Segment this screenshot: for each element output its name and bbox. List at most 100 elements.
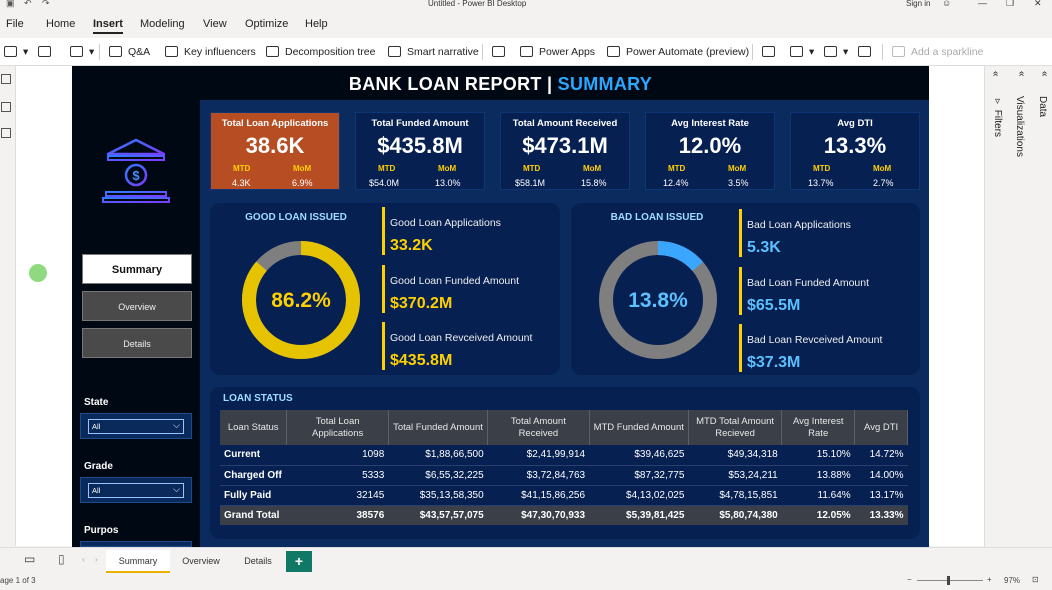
tab-overview[interactable]: Overview bbox=[182, 556, 220, 566]
scroll-left-icon[interactable]: ‹ bbox=[82, 555, 85, 564]
nav-details-button[interactable]: Details bbox=[82, 328, 192, 358]
kpi-mtd-value: 13.7% bbox=[808, 178, 834, 188]
nav-overview-button[interactable]: Overview bbox=[82, 291, 192, 321]
bad-loan-donut[interactable]: 13.8% bbox=[595, 237, 721, 363]
grade-filter[interactable]: All ⌵ bbox=[80, 477, 192, 503]
column-header[interactable]: Avg DTI bbox=[854, 410, 908, 445]
menu-insert[interactable]: Insert bbox=[93, 18, 123, 34]
metric-value: 5.3K bbox=[747, 239, 781, 256]
column-header[interactable]: Total Funded Amount bbox=[388, 410, 489, 445]
table-cell: Grand Total bbox=[220, 505, 287, 525]
power-automate-button[interactable]: Power Automate (preview) bbox=[607, 46, 749, 58]
mobile-layout-icon[interactable]: ▯ bbox=[58, 552, 65, 566]
good-donut-arc bbox=[242, 241, 360, 359]
add-sparkline-button[interactable]: Add a sparkline bbox=[892, 46, 983, 58]
report-view-icon[interactable] bbox=[1, 74, 11, 84]
table-cell: 11.64% bbox=[781, 485, 855, 506]
save-icon[interactable]: ▣ bbox=[6, 0, 15, 8]
column-header[interactable]: MTD Total Amount Recieved bbox=[688, 410, 783, 445]
kpi-mom-label: MoM bbox=[728, 164, 747, 173]
account-icon[interactable]: ☺ bbox=[942, 0, 952, 8]
shapes-dropdown[interactable]: ▾ bbox=[824, 46, 848, 58]
kpi-mom-value: 6.9% bbox=[292, 178, 313, 188]
power-apps-icon bbox=[520, 46, 533, 57]
fit-to-page-icon[interactable]: ⊡ bbox=[1032, 575, 1039, 584]
filters-pane-tab[interactable]: ▿ Filters bbox=[992, 96, 1003, 138]
column-header[interactable]: MTD Funded Amount bbox=[589, 410, 689, 445]
sign-in-link[interactable]: Sign in bbox=[906, 0, 931, 8]
cursor-highlight bbox=[29, 264, 47, 282]
kpi-card-total-loan-applications[interactable]: Total Loan Applications 38.6K MTD MoM 4.… bbox=[210, 112, 340, 190]
collapse-visualizations-icon[interactable]: « bbox=[1016, 71, 1027, 77]
kpi-mtd-value: $58.1M bbox=[515, 178, 546, 188]
nav-summary-button[interactable]: Summary bbox=[82, 254, 192, 284]
column-header[interactable]: Loan Status bbox=[220, 410, 288, 445]
text-box-button[interactable] bbox=[762, 46, 781, 58]
redo-icon[interactable]: ↷ bbox=[42, 0, 50, 8]
menu-bar: File Home Insert Modeling View Optimize … bbox=[0, 14, 1052, 36]
kpi-card-total-amount-received[interactable]: Total Amount Received $473.1M MTD MoM $5… bbox=[500, 112, 630, 190]
desktop-layout-icon[interactable]: ▭ bbox=[24, 552, 36, 566]
smart-narrative-button[interactable]: Smart narrative bbox=[388, 46, 479, 58]
loan-status-table: Loan Status Total Loan Applications Tota… bbox=[220, 410, 908, 525]
kpi-title: Avg DTI bbox=[837, 118, 873, 129]
key-influencers-button[interactable]: Key influencers bbox=[165, 46, 256, 58]
buttons-dropdown[interactable]: ▾ bbox=[790, 46, 814, 58]
table-cell: $35,13,58,350 bbox=[388, 485, 488, 506]
decomposition-tree-button[interactable]: Decomposition tree bbox=[266, 46, 375, 58]
qa-button[interactable]: Q&A bbox=[109, 46, 150, 58]
zoom-out-icon[interactable]: − bbox=[907, 575, 912, 584]
metric-label: Bad Loan Revceived Amount bbox=[747, 334, 883, 346]
chevron-down-icon: ⌵ bbox=[173, 420, 180, 430]
purpose-filter-label: Purpos bbox=[84, 525, 119, 536]
menu-file[interactable]: File bbox=[6, 18, 24, 30]
tab-summary[interactable]: Summary bbox=[106, 550, 170, 573]
close-icon[interactable]: ✕ bbox=[1034, 0, 1042, 8]
kpi-card-avg-dti[interactable]: Avg DTI 13.3% MTD MoM 13.7% 2.7% bbox=[790, 112, 920, 190]
title-bar: ▣ ↶ ↷ Untitled - Power BI Desktop Sign i… bbox=[0, 0, 1052, 10]
table-view-icon[interactable] bbox=[1, 102, 11, 112]
power-apps-button[interactable]: Power Apps bbox=[520, 46, 595, 58]
paginated-report-icon[interactable] bbox=[492, 46, 511, 58]
model-view-icon[interactable] bbox=[1, 128, 11, 138]
undo-icon[interactable]: ↶ bbox=[24, 0, 32, 8]
table-row[interactable]: Current 1098 $1,88,66,500 $2,41,99,914 $… bbox=[220, 445, 908, 466]
menu-home[interactable]: Home bbox=[46, 18, 76, 30]
state-filter[interactable]: All ⌵ bbox=[80, 413, 192, 439]
menu-help[interactable]: Help bbox=[305, 18, 328, 30]
zoom-slider-thumb[interactable] bbox=[946, 576, 950, 585]
kpi-title: Total Loan Applications bbox=[221, 118, 329, 129]
kpi-title: Total Amount Received bbox=[512, 118, 618, 129]
maximize-icon[interactable]: ❐ bbox=[1006, 0, 1015, 8]
menu-modeling[interactable]: Modeling bbox=[140, 18, 185, 30]
menu-view[interactable]: View bbox=[203, 18, 227, 30]
table-cell: 14.72% bbox=[854, 445, 908, 466]
good-loan-donut[interactable]: 86.2% bbox=[238, 237, 364, 363]
kpi-mtd-label: MTD bbox=[378, 164, 396, 173]
column-header[interactable]: Total Loan Applications bbox=[286, 410, 389, 445]
svg-text:$: $ bbox=[132, 168, 140, 183]
column-header[interactable]: Avg Interest Rate bbox=[781, 410, 856, 445]
minimize-icon[interactable]: — bbox=[978, 0, 987, 8]
kpi-card-total-funded-amount[interactable]: Total Funded Amount $435.8M MTD MoM $54.… bbox=[355, 112, 485, 190]
menu-optimize[interactable]: Optimize bbox=[245, 18, 289, 30]
scroll-right-icon[interactable]: › bbox=[95, 555, 98, 564]
table-total-row[interactable]: Grand Total 38576 $43,57,57,075 $47,30,7… bbox=[220, 505, 908, 525]
new-page-icon[interactable]: ▾ bbox=[4, 46, 28, 58]
zoom-in-icon[interactable]: + bbox=[987, 575, 992, 584]
data-pane-tab[interactable]: Data bbox=[1037, 96, 1048, 118]
kpi-card-avg-interest-rate[interactable]: Avg Interest Rate 12.0% MTD MoM 12.4% 3.… bbox=[645, 112, 775, 190]
add-page-button[interactable]: + bbox=[286, 551, 312, 572]
collapse-data-icon[interactable]: « bbox=[1039, 71, 1050, 77]
text-box-icon[interactable]: ▾ bbox=[70, 46, 94, 58]
table-row[interactable]: Charged Off 5333 $6,55,32,225 $3,72,84,7… bbox=[220, 465, 908, 486]
tab-details[interactable]: Details bbox=[244, 556, 272, 566]
new-visual-icon[interactable] bbox=[38, 46, 57, 58]
image-button[interactable] bbox=[858, 46, 877, 58]
visualizations-pane-tab[interactable]: Visualizations bbox=[1014, 96, 1025, 157]
kpi-mtd-value: $54.0M bbox=[369, 178, 400, 188]
zoom-slider[interactable] bbox=[917, 580, 983, 581]
column-header[interactable]: Total Amount Received bbox=[487, 410, 590, 445]
collapse-filters-icon[interactable]: « bbox=[990, 71, 1001, 77]
table-row[interactable]: Fully Paid 32145 $35,13,58,350 $41,15,86… bbox=[220, 485, 908, 506]
